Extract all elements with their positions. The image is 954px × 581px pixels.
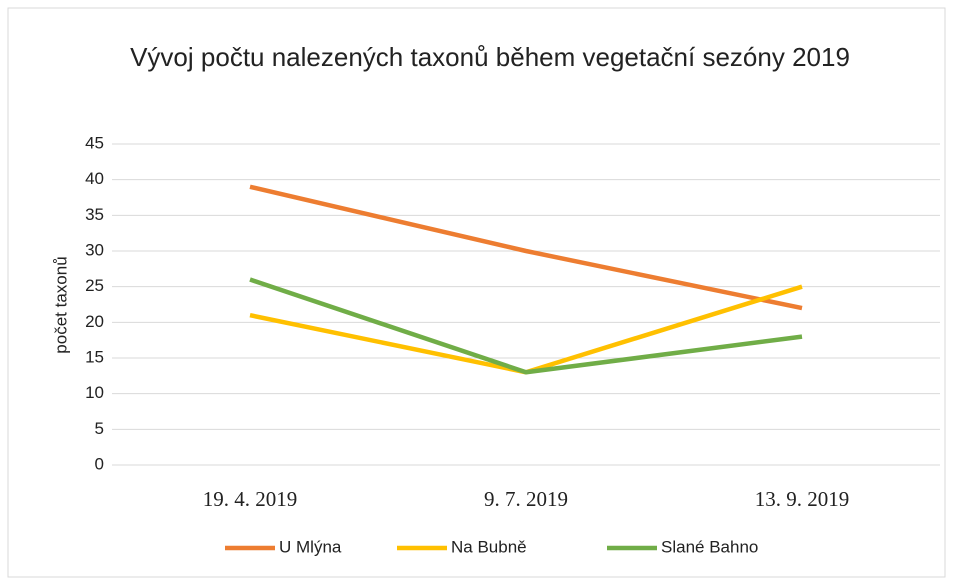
y-tick-label: 15 [85, 347, 104, 366]
legend-label: U Mlýna [279, 537, 342, 556]
y-tick-label: 25 [85, 276, 104, 295]
y-tick-label: 35 [85, 205, 104, 224]
y-tick-label: 20 [85, 312, 104, 331]
chart-title: Vývoj počtu nalezených taxonů během vege… [130, 42, 850, 72]
y-tick-label: 5 [95, 419, 104, 438]
x-tick-label: 13. 9. 2019 [755, 487, 850, 511]
y-axis-label: počet taxonů [51, 256, 70, 353]
legend-label: Slané Bahno [661, 537, 758, 556]
y-tick-label: 30 [85, 240, 104, 259]
series-line [249, 277, 803, 375]
chart-border [7, 7, 946, 578]
y-tick-label: 40 [85, 169, 104, 188]
x-tick-label: 9. 7. 2019 [484, 487, 568, 511]
legend-label: Na Bubně [451, 537, 527, 556]
series-line [249, 184, 803, 311]
y-tick-label: 45 [85, 133, 104, 152]
y-tick-label: 10 [85, 383, 104, 402]
y-tick-label: 0 [95, 454, 104, 473]
x-tick-label: 19. 4. 2019 [203, 487, 298, 511]
series-line [249, 284, 803, 375]
